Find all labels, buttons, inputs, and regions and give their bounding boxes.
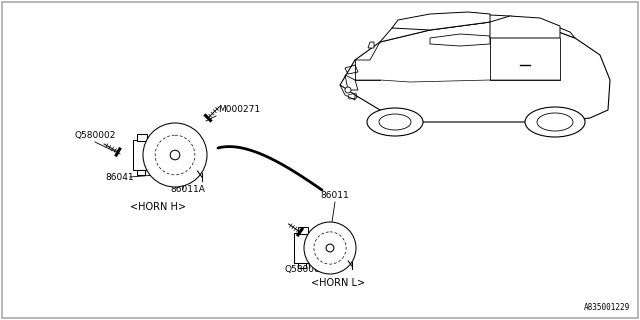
Circle shape bbox=[345, 87, 351, 93]
Circle shape bbox=[304, 222, 356, 274]
Polygon shape bbox=[490, 16, 560, 38]
Text: A835001229: A835001229 bbox=[584, 303, 630, 312]
Text: M000271: M000271 bbox=[218, 105, 260, 114]
Circle shape bbox=[326, 244, 334, 252]
Polygon shape bbox=[392, 12, 490, 30]
Text: Q580008: Q580008 bbox=[284, 265, 326, 274]
Bar bbox=[137, 134, 147, 141]
Bar bbox=[137, 170, 145, 175]
Bar bbox=[294, 233, 312, 263]
Circle shape bbox=[170, 150, 180, 160]
Ellipse shape bbox=[367, 108, 423, 136]
Polygon shape bbox=[430, 34, 490, 46]
Polygon shape bbox=[368, 42, 374, 48]
Bar bbox=[298, 227, 308, 234]
Ellipse shape bbox=[525, 107, 585, 137]
Polygon shape bbox=[380, 14, 575, 42]
Polygon shape bbox=[340, 22, 610, 122]
Circle shape bbox=[143, 123, 207, 187]
Bar bbox=[298, 263, 306, 268]
Text: Q580002: Q580002 bbox=[74, 131, 116, 140]
Polygon shape bbox=[340, 85, 355, 100]
Text: 86011: 86011 bbox=[321, 191, 349, 200]
Text: <HORN L>: <HORN L> bbox=[311, 278, 365, 288]
Text: 86041: 86041 bbox=[106, 173, 134, 182]
Text: 86011A: 86011A bbox=[171, 185, 205, 194]
Bar bbox=[133, 140, 151, 170]
Text: <HORN H>: <HORN H> bbox=[130, 202, 186, 212]
